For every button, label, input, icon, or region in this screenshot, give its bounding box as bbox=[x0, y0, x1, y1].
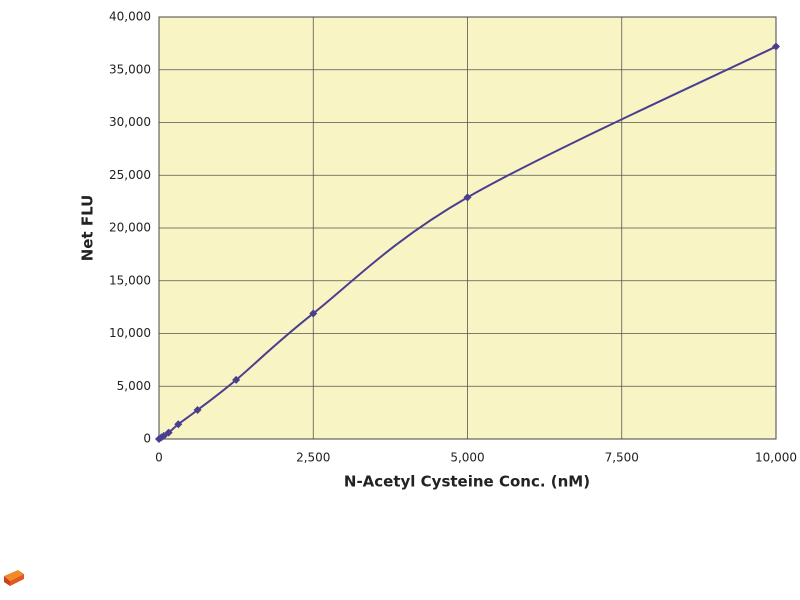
y-tick-label: 10,000 bbox=[109, 326, 151, 340]
y-tick-label: 5,000 bbox=[117, 379, 151, 393]
data-point bbox=[193, 405, 202, 414]
data-point bbox=[164, 428, 173, 437]
x-axis-title: N-Acetyl Cysteine Conc. (nM) bbox=[344, 473, 590, 491]
x-tick-label: 10,000 bbox=[755, 451, 797, 465]
plot-border bbox=[158, 16, 777, 440]
x-tick-label: 7,500 bbox=[605, 451, 639, 465]
data-point bbox=[232, 375, 241, 384]
x-tick-label: 5,000 bbox=[450, 451, 484, 465]
y-tick-label: 20,000 bbox=[109, 221, 151, 235]
y-tick-label: 35,000 bbox=[109, 62, 151, 76]
data-point bbox=[772, 42, 780, 51]
y-tick-label: 25,000 bbox=[109, 168, 151, 182]
y-tick-label: 40,000 bbox=[109, 10, 151, 24]
data-point bbox=[309, 309, 318, 318]
data-point bbox=[174, 420, 183, 429]
logo-icon bbox=[4, 570, 24, 586]
data-point bbox=[463, 193, 472, 202]
y-tick-label: 0 bbox=[143, 432, 151, 446]
y-tick-label: 15,000 bbox=[109, 273, 151, 287]
y-tick-label: 30,000 bbox=[109, 115, 151, 129]
x-tick-label: 2,500 bbox=[296, 451, 330, 465]
x-tick-label: 0 bbox=[155, 451, 163, 465]
y-axis-title: Net FLU bbox=[79, 195, 97, 262]
